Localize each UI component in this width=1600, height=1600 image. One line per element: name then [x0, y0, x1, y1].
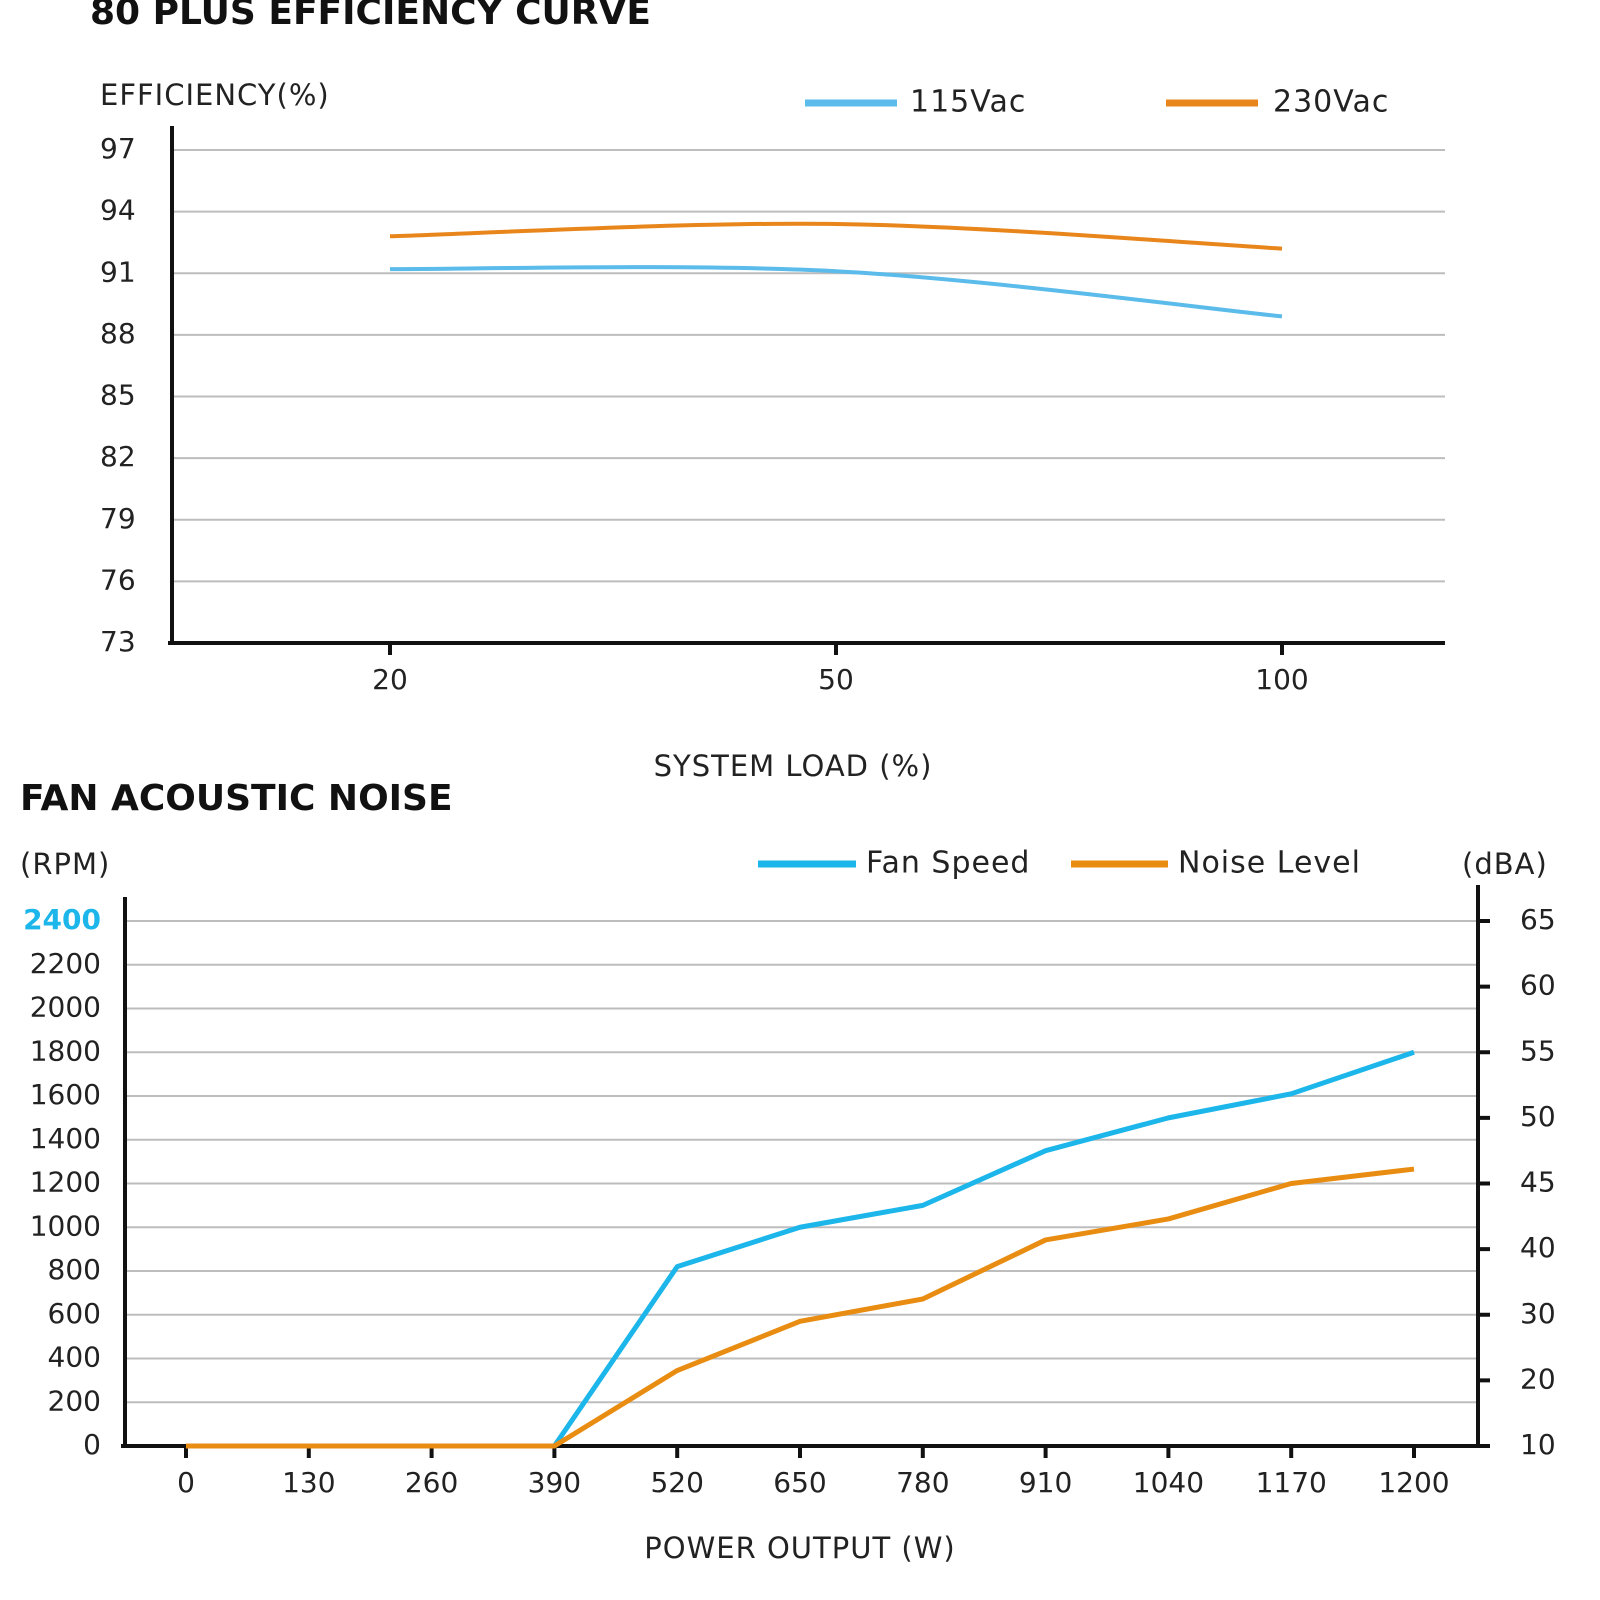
y-tick-label: 79 [100, 502, 136, 535]
y2-tick-label: 55 [1520, 1034, 1556, 1067]
y-tick-label: 91 [100, 255, 136, 288]
y-tick-label: 94 [100, 194, 136, 227]
x-tick-label: 260 [405, 1466, 458, 1499]
x-tick-label: 50 [818, 663, 854, 696]
y-tick-label: 1400 [30, 1122, 101, 1155]
y-tick-label: 73 [100, 625, 136, 658]
series-line [186, 1049, 1415, 1449]
y-axis-label: EFFICIENCY(%) [100, 78, 330, 112]
y-axis-label: (RPM) [20, 847, 110, 881]
series-line [389, 221, 1283, 251]
y-tick-label: 1600 [30, 1078, 101, 1111]
y2-tick-label: 60 [1520, 969, 1556, 1002]
legend-label: 115Vac [910, 85, 1026, 120]
y-tick-label: 0 [83, 1428, 101, 1461]
y-tick-label: 1200 [30, 1166, 101, 1199]
y2-tick-label: 30 [1520, 1297, 1556, 1330]
x-tick-label: 100 [1255, 663, 1308, 696]
legend-label: 230Vac [1273, 85, 1389, 120]
chart-title: 80 PLUS EFFICIENCY CURVE [90, 0, 651, 33]
y-tick-label: 400 [48, 1341, 101, 1374]
y-tick-label: 1800 [30, 1034, 101, 1067]
y-tick-label: 600 [48, 1297, 101, 1330]
y-tick-label: 2200 [30, 947, 101, 980]
x-axis-label: SYSTEM LOAD (%) [654, 749, 933, 783]
y-tick-label: 88 [100, 317, 136, 350]
y2-axis-label: (dBA) [1462, 847, 1548, 881]
x-axis-label: POWER OUTPUT (W) [644, 1531, 955, 1565]
series-line [186, 1166, 1415, 1449]
series-line [389, 265, 1283, 319]
x-tick-label: 1040 [1133, 1466, 1204, 1499]
x-tick-label: 20 [372, 663, 408, 696]
y2-tick-label: 65 [1520, 903, 1556, 936]
y-tick-label: 800 [48, 1253, 101, 1286]
y2-tick-label: 10 [1520, 1428, 1556, 1461]
x-tick-label: 0 [177, 1466, 195, 1499]
x-tick-label: 780 [896, 1466, 949, 1499]
y2-tick-label: 40 [1520, 1231, 1556, 1264]
y-tick-label: 1000 [30, 1209, 101, 1242]
y-tick-label: 2000 [30, 991, 101, 1024]
y-tick-label: 97 [100, 132, 136, 165]
x-tick-label: 1170 [1256, 1466, 1327, 1499]
y-tick-label: 82 [100, 440, 136, 473]
chart-title: FAN ACOUSTIC NOISE [20, 778, 453, 819]
legend-label: Noise Level [1178, 846, 1361, 881]
x-tick-label: 130 [282, 1466, 335, 1499]
y2-tick-label: 20 [1520, 1362, 1556, 1395]
x-tick-label: 390 [528, 1466, 581, 1499]
y-tick-label: 2400 [23, 903, 101, 936]
y-tick-label: 85 [100, 379, 136, 412]
y2-tick-label: 45 [1520, 1166, 1556, 1199]
y-tick-label: 200 [48, 1384, 101, 1417]
y2-tick-label: 50 [1520, 1100, 1556, 1133]
legend-label: Fan Speed [866, 846, 1030, 881]
x-tick-label: 910 [1019, 1466, 1072, 1499]
x-tick-label: 1200 [1378, 1466, 1449, 1499]
y-tick-label: 76 [100, 563, 136, 596]
x-tick-label: 520 [650, 1466, 703, 1499]
x-tick-label: 650 [773, 1466, 826, 1499]
